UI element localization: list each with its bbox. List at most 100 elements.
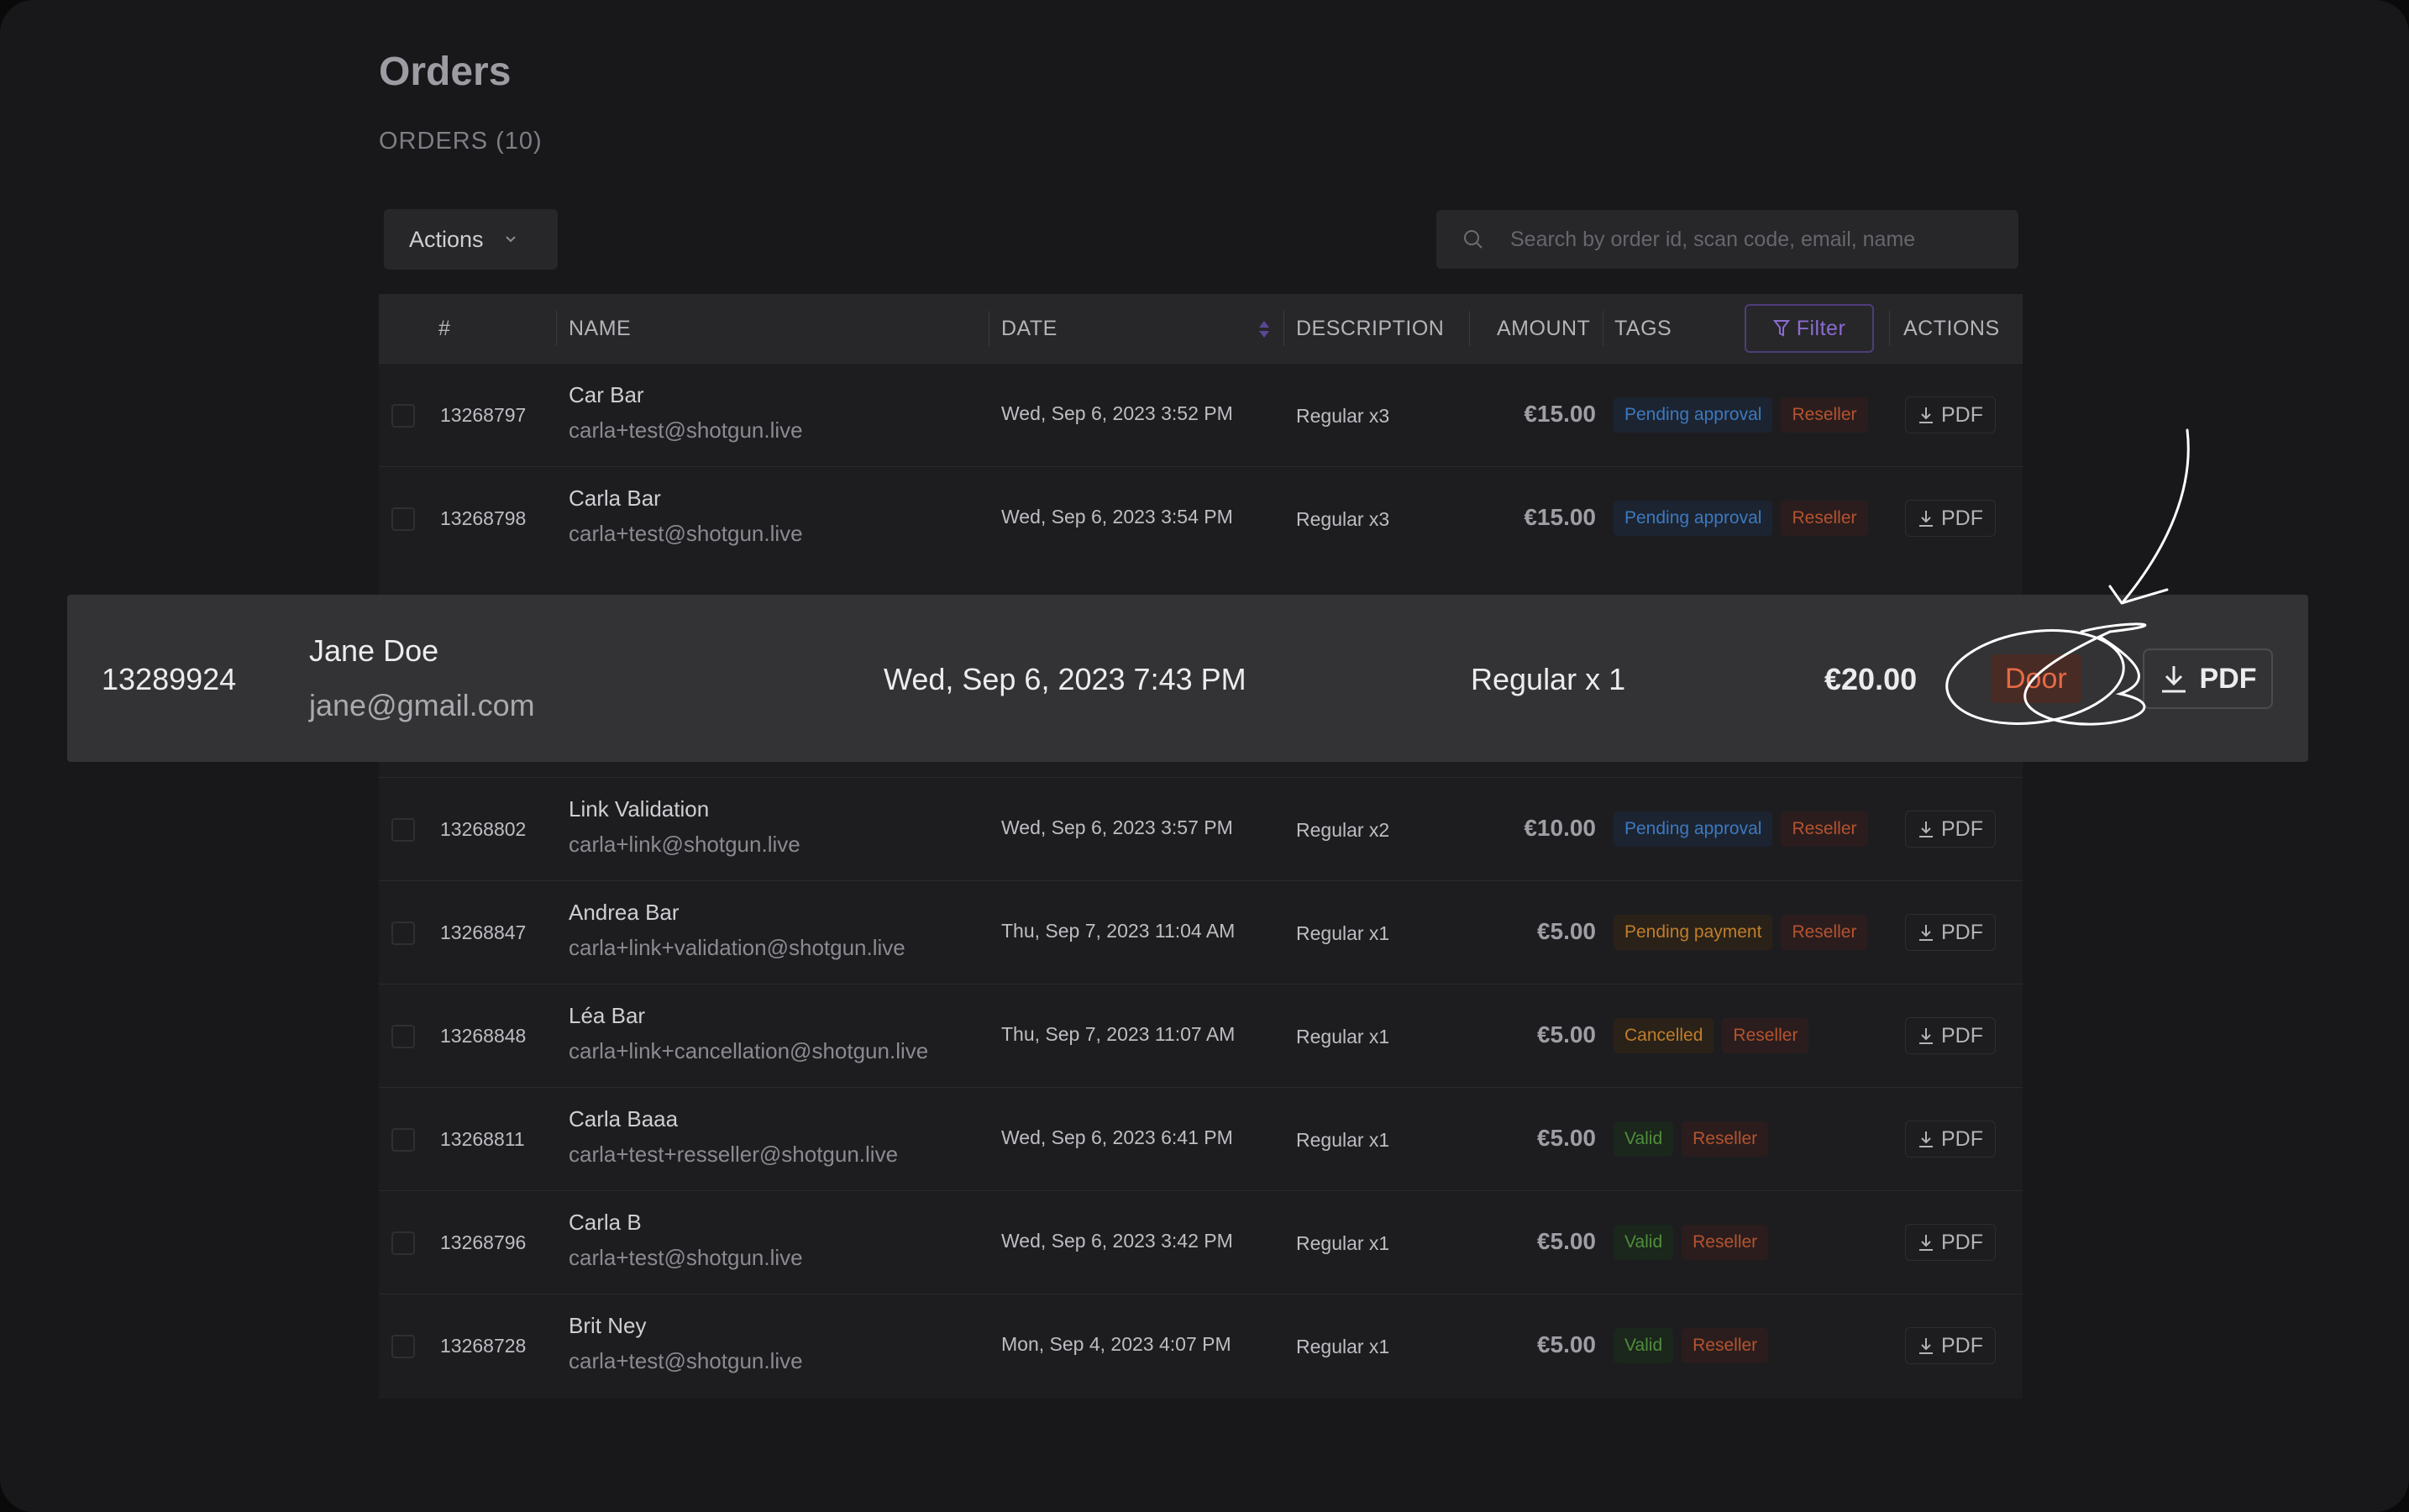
order-id: 13268811 — [440, 1128, 525, 1150]
table-row[interactable]: 13268728 Brit Ney carla+test@shotgun.live M… — [379, 1294, 2023, 1397]
filter-label: Filter — [1796, 316, 1846, 340]
order-description: Regular x1 — [1296, 1129, 1390, 1151]
search-input[interactable] — [1498, 210, 2018, 269]
order-description: Regular x3 — [1296, 508, 1390, 530]
table-header: # NAME DATE DESCRIPTION AMOUNT TAGS Filt… — [379, 294, 2023, 363]
download-icon — [1919, 1028, 1933, 1044]
column-header-number: # — [438, 316, 451, 340]
order-description: Regular x2 — [1296, 819, 1390, 841]
customer-email: carla+link+validation@shotgun.live — [569, 935, 905, 960]
orders-count-heading: ORDERS (10) — [379, 128, 543, 155]
customer-email: carla+test+resseller@shotgun.live — [569, 1142, 899, 1167]
download-icon — [1919, 1131, 1933, 1147]
status-tag: Reseller — [1781, 501, 1868, 536]
row-checkbox[interactable] — [391, 1231, 415, 1255]
table-row[interactable]: 13268811 Carla Baaa carla+test+resseller@s… — [379, 1087, 2023, 1190]
customer-email: carla+link@shotgun.live — [569, 832, 800, 857]
status-tag: Pending approval — [1614, 811, 1773, 847]
customer-email: jane@gmail.com — [309, 688, 535, 722]
order-amount: €20.00 — [1824, 662, 1918, 696]
row-checkbox[interactable] — [391, 818, 415, 842]
row-checkbox[interactable] — [391, 507, 415, 531]
pdf-label: PDF — [1941, 1023, 1983, 1047]
download-icon — [2161, 666, 2186, 693]
download-pdf-button[interactable]: PDF — [1905, 1121, 1996, 1158]
pdf-label: PDF — [1941, 506, 1983, 530]
table-row[interactable]: 13268802 Link Validation carla+link@shotgu… — [379, 777, 2023, 880]
order-amount: €5.00 — [1536, 1228, 1596, 1254]
order-description: Regular x1 — [1296, 922, 1390, 944]
table-row[interactable]: 13268847 Andrea Bar carla+link+validation@… — [379, 880, 2023, 984]
order-amount: €5.00 — [1536, 1125, 1596, 1151]
row-checkbox[interactable] — [391, 1128, 415, 1152]
order-description: Regular x1 — [1296, 1026, 1390, 1047]
customer-name: Carla B — [569, 1210, 642, 1235]
column-divider — [1283, 311, 1284, 346]
tag-list: Valid Reseller — [1614, 1121, 1769, 1157]
customer-email: carla+link+cancellation@shotgun.live — [569, 1038, 929, 1063]
order-description: Regular x 1 — [1471, 662, 1626, 696]
order-date: Mon, Sep 4, 2023 4:07 PM — [1001, 1333, 1231, 1355]
download-icon — [1919, 1235, 1933, 1251]
annotation-arrow — [2122, 428, 2190, 603]
order-description: Regular x3 — [1296, 405, 1390, 427]
status-tag: Reseller — [1781, 811, 1868, 847]
order-amount: €15.00 — [1524, 504, 1596, 530]
actions-dropdown-button[interactable]: Actions — [384, 209, 558, 270]
download-pdf-button[interactable]: PDF — [2143, 648, 2273, 709]
pdf-label: PDF — [1941, 1333, 1983, 1357]
status-tag: Pending payment — [1614, 915, 1773, 950]
order-id: 13268796 — [440, 1231, 527, 1253]
download-pdf-button[interactable]: PDF — [1905, 396, 1996, 433]
filter-button[interactable]: Filter — [1745, 304, 1874, 353]
column-header-tags: TAGS — [1614, 316, 1672, 340]
row-checkbox[interactable] — [391, 1025, 415, 1048]
sort-icon[interactable] — [1257, 319, 1271, 345]
table-row[interactable]: 13268796 Carla B carla+test@shotgun.live We… — [379, 1190, 2023, 1294]
column-header-date[interactable]: DATE — [1001, 316, 1058, 340]
download-icon — [1919, 925, 1933, 941]
download-pdf-button[interactable]: PDF — [1905, 1224, 1996, 1261]
download-icon — [1919, 511, 1933, 527]
customer-name: Link Validation — [569, 796, 710, 822]
row-checkbox[interactable] — [391, 1335, 415, 1358]
orders-table: # NAME DATE DESCRIPTION AMOUNT TAGS Filt… — [379, 294, 2023, 1399]
pdf-label: PDF — [1941, 1126, 1983, 1151]
pdf-label: PDF — [1941, 402, 1983, 427]
customer-email: carla+test@shotgun.live — [569, 1348, 803, 1373]
download-pdf-button[interactable]: PDF — [1905, 500, 1996, 537]
order-id: 13268798 — [440, 507, 527, 529]
order-description: Regular x1 — [1296, 1336, 1390, 1357]
customer-name: Andrea Bar — [569, 900, 680, 925]
table-row[interactable]: 13268798 Carla Bar carla+test@shotgun.live… — [379, 466, 2023, 570]
download-pdf-button[interactable]: PDF — [1905, 811, 1996, 848]
row-checkbox[interactable] — [391, 921, 415, 945]
highlighted-order-row[interactable]: 13289924 Jane Doe jane@gmail.com Wed, Se… — [67, 595, 2308, 762]
column-divider — [556, 311, 557, 346]
customer-name: Léa Bar — [569, 1003, 646, 1028]
status-tag: Reseller — [1682, 1121, 1769, 1157]
customer-name: Jane Doe — [309, 633, 439, 668]
search-field[interactable] — [1436, 210, 2018, 269]
column-header-amount: AMOUNT — [1497, 316, 1591, 340]
download-pdf-button[interactable]: PDF — [1905, 1327, 1996, 1364]
status-tag: Reseller — [1722, 1018, 1809, 1053]
status-tag: Reseller — [1781, 915, 1868, 950]
status-tag: Reseller — [1682, 1225, 1769, 1260]
table-row[interactable]: 13268797 Car Bar carla+test@shotgun.live We… — [379, 363, 2023, 466]
download-pdf-button[interactable]: PDF — [1905, 914, 1996, 951]
tag-list: Cancelled Reseller — [1614, 1018, 1809, 1053]
order-amount: €10.00 — [1524, 815, 1596, 841]
table-row[interactable]: 13268848 Léa Bar carla+link+cancellation@s… — [379, 984, 2023, 1087]
status-tag: Reseller — [1682, 1328, 1769, 1363]
order-date: Wed, Sep 6, 2023 3:54 PM — [1001, 506, 1233, 528]
row-checkbox[interactable] — [391, 404, 415, 428]
download-pdf-button[interactable]: PDF — [1905, 1017, 1996, 1054]
tag-list: Pending approval Reseller — [1614, 501, 1868, 536]
tag-list: Pending payment Reseller — [1614, 915, 1868, 950]
order-date: Wed, Sep 6, 2023 3:42 PM — [1001, 1230, 1233, 1252]
order-id: 13289924 — [102, 662, 237, 696]
order-id: 13268728 — [440, 1335, 527, 1357]
door-tag: Door — [1991, 654, 2081, 703]
search-icon — [1448, 210, 1498, 269]
